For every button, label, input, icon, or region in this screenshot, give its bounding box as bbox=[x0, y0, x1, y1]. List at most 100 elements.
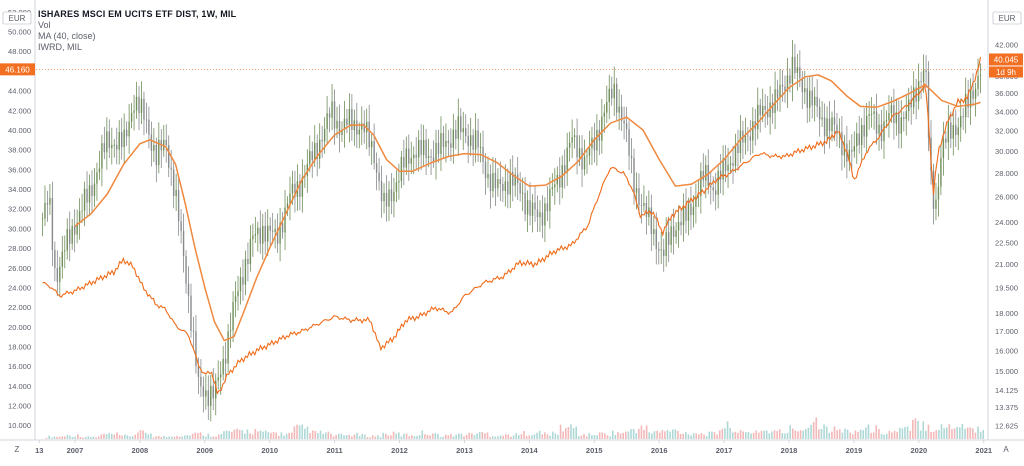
candle-body bbox=[692, 206, 695, 216]
candle-body bbox=[111, 144, 113, 149]
candle-body bbox=[175, 190, 177, 197]
left-tick-18: 16.000 bbox=[8, 362, 31, 371]
volume-bar bbox=[468, 432, 471, 439]
candle-body bbox=[328, 113, 331, 118]
candle-body bbox=[900, 117, 903, 134]
candle-body bbox=[861, 125, 863, 146]
candle-body bbox=[937, 186, 940, 200]
candle-body bbox=[969, 90, 972, 108]
candle-body bbox=[103, 143, 106, 153]
candle-body bbox=[465, 128, 467, 137]
volume-bar bbox=[335, 434, 337, 439]
candle-body bbox=[917, 81, 920, 102]
left-tick-12: 28.000 bbox=[8, 244, 31, 253]
volume-bar bbox=[176, 436, 178, 439]
left-tick-20: 12.000 bbox=[8, 402, 31, 411]
volume-bar bbox=[405, 433, 408, 439]
candle-body bbox=[759, 104, 761, 116]
volume-bar bbox=[729, 428, 731, 439]
legend-vol[interactable]: Vol bbox=[38, 20, 51, 30]
time-tick-14: 2020 bbox=[910, 446, 927, 455]
left-tick-1: 50.000 bbox=[8, 28, 31, 37]
volume-bar bbox=[465, 434, 468, 439]
volume-bar bbox=[220, 433, 223, 439]
candle-body bbox=[769, 102, 771, 118]
candle-body bbox=[885, 120, 888, 122]
time-tick-11: 2017 bbox=[716, 446, 733, 455]
candle-body bbox=[291, 183, 294, 194]
left-tick-8: 36.000 bbox=[8, 165, 31, 174]
volume-bar bbox=[518, 435, 520, 439]
candle-body bbox=[422, 139, 425, 155]
candle-body bbox=[370, 141, 373, 148]
right-tick-1: 42.000 bbox=[995, 40, 1018, 49]
volume-bar bbox=[285, 433, 288, 439]
candle-body bbox=[301, 176, 304, 197]
candle-body bbox=[415, 154, 417, 158]
candle-body bbox=[408, 148, 410, 164]
volume-bar bbox=[348, 434, 351, 439]
volume-bar bbox=[825, 426, 828, 439]
candle-body bbox=[536, 209, 539, 218]
candle-body bbox=[393, 191, 395, 202]
volume-bar bbox=[277, 436, 280, 439]
right-tick-18: 13.375 bbox=[995, 403, 1018, 412]
volume-bar bbox=[270, 432, 272, 439]
volume-bar bbox=[679, 433, 682, 439]
candle-body bbox=[950, 122, 952, 139]
candle-body bbox=[531, 202, 534, 216]
candle-body bbox=[682, 205, 685, 226]
candle-body bbox=[499, 179, 502, 185]
legend-ma[interactable]: MA (40, close) bbox=[38, 31, 96, 41]
candle-body bbox=[771, 102, 774, 113]
left-unit-label: EUR bbox=[9, 14, 26, 23]
candle-body bbox=[578, 148, 581, 158]
candle-body bbox=[242, 277, 244, 285]
candle-body bbox=[606, 102, 608, 113]
candle-body bbox=[945, 138, 947, 143]
volume-bar bbox=[930, 432, 932, 439]
volume-bar bbox=[880, 434, 883, 439]
candle-body bbox=[66, 229, 68, 251]
volume-bar bbox=[559, 424, 562, 439]
right-tick-17: 14.125 bbox=[995, 386, 1018, 395]
candle-body bbox=[655, 229, 657, 249]
volume-bar bbox=[165, 437, 168, 439]
right-countdown-box bbox=[989, 66, 1023, 78]
volume-bar bbox=[45, 437, 48, 439]
volume-bar bbox=[160, 437, 163, 439]
candle-body bbox=[197, 365, 200, 377]
volume-bar bbox=[713, 432, 716, 439]
candle-body bbox=[259, 227, 261, 244]
candle-body bbox=[237, 291, 239, 297]
right-tick-14: 17.000 bbox=[995, 327, 1018, 336]
candle-body bbox=[252, 235, 254, 240]
volume-bar bbox=[225, 430, 228, 439]
volume-bar bbox=[139, 430, 142, 439]
volume-bar bbox=[685, 432, 687, 439]
volume-bar bbox=[630, 429, 632, 439]
legend-compare[interactable]: IWRD, MIL bbox=[38, 42, 82, 52]
volume-bar bbox=[964, 428, 966, 439]
left-tick-13: 26.000 bbox=[8, 264, 31, 273]
left-tick-9: 34.000 bbox=[8, 185, 31, 194]
time-tick-3: 2009 bbox=[196, 446, 213, 455]
candle-body bbox=[677, 222, 680, 231]
volume-bar bbox=[361, 433, 364, 439]
candle-body bbox=[667, 232, 670, 245]
volume-bar bbox=[703, 434, 705, 439]
candle-body bbox=[212, 385, 214, 399]
volume-bar bbox=[152, 437, 155, 439]
candle-body bbox=[910, 99, 912, 108]
time-tick-1: 2007 bbox=[67, 446, 84, 455]
candle-body bbox=[549, 189, 551, 212]
right-tick-6: 30.000 bbox=[995, 147, 1018, 156]
volume-bar bbox=[296, 424, 298, 439]
candle-body bbox=[247, 258, 249, 265]
candle-body bbox=[249, 239, 252, 265]
candle-body bbox=[836, 124, 838, 134]
bottom-left-label: Z bbox=[15, 445, 20, 454]
volume-bar bbox=[324, 432, 327, 439]
candle-body bbox=[781, 84, 784, 87]
